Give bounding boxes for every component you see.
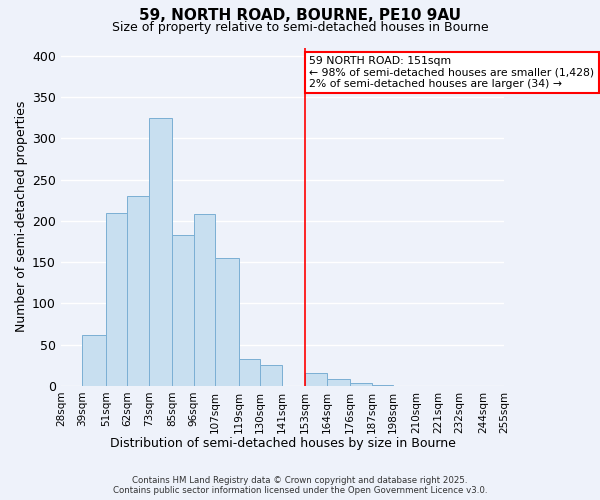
Text: Contains HM Land Registry data © Crown copyright and database right 2025.
Contai: Contains HM Land Registry data © Crown c… xyxy=(113,476,487,495)
Text: 59, NORTH ROAD, BOURNE, PE10 9AU: 59, NORTH ROAD, BOURNE, PE10 9AU xyxy=(139,8,461,22)
Bar xyxy=(305,374,326,386)
Bar xyxy=(371,385,393,386)
Bar xyxy=(106,212,127,386)
Bar xyxy=(149,118,172,386)
Bar xyxy=(82,334,106,386)
Y-axis label: Number of semi-detached properties: Number of semi-detached properties xyxy=(15,101,28,332)
Bar xyxy=(260,365,282,386)
Text: 59 NORTH ROAD: 151sqm
← 98% of semi-detached houses are smaller (1,428)
2% of se: 59 NORTH ROAD: 151sqm ← 98% of semi-deta… xyxy=(310,56,595,89)
Bar xyxy=(215,258,239,386)
Bar xyxy=(172,235,194,386)
Bar xyxy=(350,382,371,386)
Bar xyxy=(127,196,149,386)
X-axis label: Distribution of semi-detached houses by size in Bourne: Distribution of semi-detached houses by … xyxy=(110,437,455,450)
Bar xyxy=(194,214,215,386)
Bar xyxy=(326,379,350,386)
Text: Size of property relative to semi-detached houses in Bourne: Size of property relative to semi-detach… xyxy=(112,22,488,35)
Bar xyxy=(239,360,260,386)
